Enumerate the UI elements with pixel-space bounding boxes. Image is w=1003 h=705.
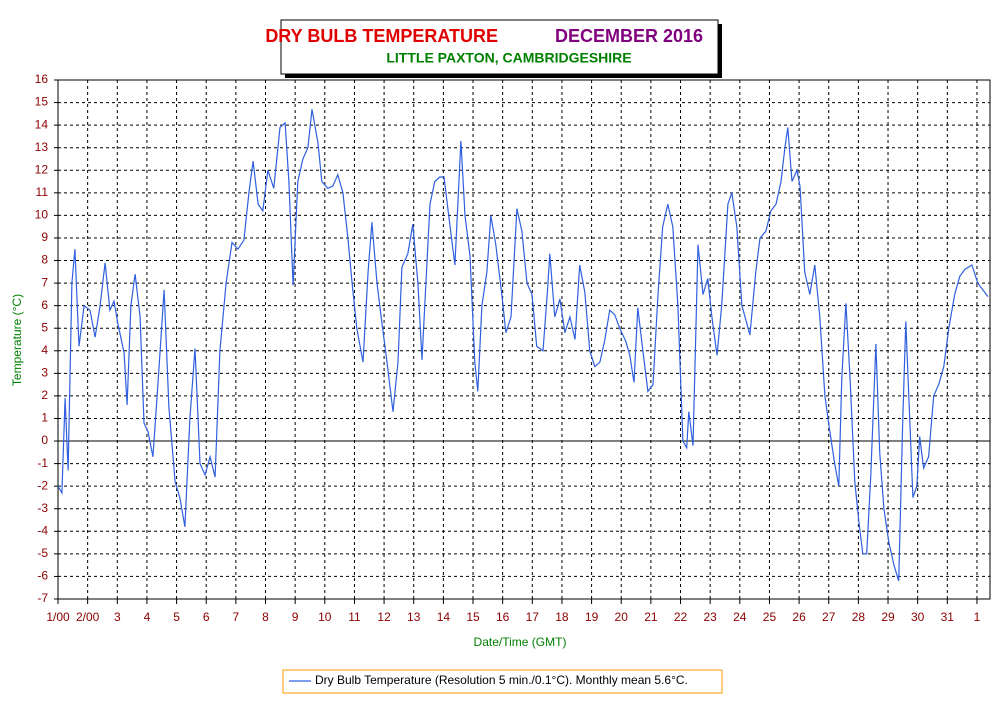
title-box — [280, 19, 719, 75]
x-tick-label: 7 — [233, 610, 240, 624]
y-tick-label: 5 — [41, 320, 48, 334]
y-tick-label: 6 — [41, 298, 48, 312]
x-tick-label: 12 — [377, 610, 391, 624]
y-tick-label: 2 — [41, 388, 48, 402]
y-tick-label: 3 — [41, 366, 48, 380]
x-tick-label: 29 — [881, 610, 895, 624]
y-tick-label: -2 — [37, 478, 48, 492]
x-tick-label: 23 — [703, 610, 717, 624]
y-tick-label: 11 — [36, 185, 49, 199]
y-tick-label: 16 — [35, 72, 49, 86]
y-tick-label: -3 — [37, 501, 48, 515]
y-tick-label: 4 — [41, 343, 48, 357]
x-tick-label: 26 — [792, 610, 806, 624]
x-tick-label: 10 — [318, 610, 332, 624]
x-tick-label: 25 — [763, 610, 777, 624]
x-tick-label: 28 — [852, 610, 866, 624]
x-tick-label: 1/00 — [46, 610, 70, 624]
x-tick-label: 13 — [407, 610, 421, 624]
chart-title: DRY BULB TEMPERATURE — [265, 26, 498, 46]
y-tick-label: 10 — [35, 208, 49, 222]
x-tick-label: 2/00 — [76, 610, 100, 624]
y-tick-label: -7 — [37, 591, 48, 605]
y-tick-label: -1 — [37, 456, 48, 470]
chart-subtitle: LITTLE PAXTON, CAMBRIDGESHIRE — [386, 50, 631, 66]
x-tick-label: 1 — [974, 610, 981, 624]
y-tick-label: -6 — [37, 569, 48, 583]
x-tick-label: 21 — [644, 610, 658, 624]
chart-period: DECEMBER 2016 — [555, 26, 703, 46]
x-tick-label: 18 — [555, 610, 569, 624]
y-tick-label: -4 — [37, 523, 48, 537]
y-tick-label: 13 — [35, 140, 49, 154]
x-tick-label: 27 — [822, 610, 836, 624]
x-tick-label: 3 — [114, 610, 121, 624]
plot-frame — [57, 79, 991, 600]
x-tick-label: 31 — [941, 610, 955, 624]
x-tick-label: 15 — [466, 610, 480, 624]
y-tick-label: 1 — [41, 411, 48, 425]
y-tick-label: 7 — [41, 275, 48, 289]
y-tick-label: 0 — [41, 433, 48, 447]
x-tick-label: 24 — [733, 610, 747, 624]
x-tick-label: 22 — [674, 610, 688, 624]
y-tick-label: -5 — [37, 546, 48, 560]
x-tick-label: 4 — [144, 610, 151, 624]
legend-label: Dry Bulb Temperature (Resolution 5 min./… — [315, 673, 688, 687]
y-tick-label: 12 — [35, 162, 49, 176]
x-tick-label: 5 — [173, 610, 180, 624]
y-tick-label: 14 — [35, 117, 49, 131]
x-tick-label: 20 — [615, 610, 629, 624]
x-tick-label: 8 — [262, 610, 269, 624]
y-tick-label: 15 — [35, 95, 49, 109]
x-axis-label: Date/Time (GMT) — [474, 635, 567, 649]
x-tick-label: 17 — [526, 610, 540, 624]
x-tick-label: 11 — [348, 610, 361, 624]
x-tick-label: 16 — [496, 610, 510, 624]
x-tick-label: 14 — [437, 610, 451, 624]
x-tick-label: 19 — [585, 610, 599, 624]
data-line — [57, 109, 989, 582]
y-tick-label: 9 — [41, 230, 48, 244]
x-tick-label: 6 — [203, 610, 210, 624]
y-axis-label: Temperature (°C) — [10, 294, 24, 386]
x-tick-label: 9 — [292, 610, 299, 624]
x-tick-label: 30 — [911, 610, 925, 624]
legend — [282, 669, 723, 694]
y-tick-label: 8 — [41, 253, 48, 267]
